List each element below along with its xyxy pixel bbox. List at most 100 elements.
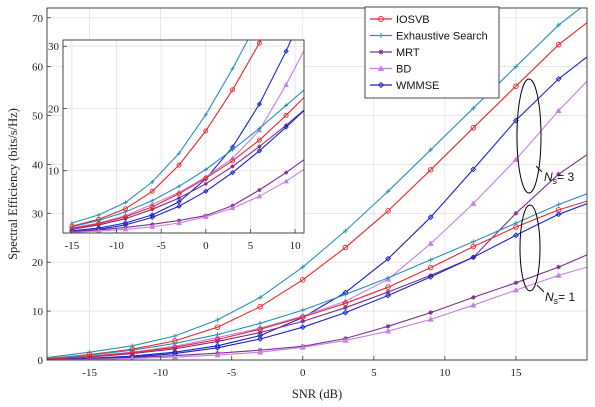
data-point <box>283 124 289 130</box>
x-tick-label: -15 <box>65 240 80 252</box>
y-tick-label: 0 <box>38 355 44 367</box>
data-point <box>96 212 101 217</box>
data-point <box>69 229 75 233</box>
series-line <box>71 109 304 233</box>
data-point <box>428 310 433 315</box>
data-point <box>257 330 263 335</box>
data-point <box>427 264 434 271</box>
legend-label: BD <box>396 64 411 76</box>
y-tick-label: 10 <box>32 306 44 318</box>
series-line <box>71 96 304 230</box>
data-point <box>149 204 155 210</box>
data-point <box>427 316 434 322</box>
y-tick-label: 10 <box>48 166 60 178</box>
data-point <box>230 164 235 169</box>
x-axis-label: SNR (dB) <box>292 387 342 401</box>
series-bd-ns1 <box>69 168 304 233</box>
data-point <box>385 292 391 299</box>
x-tick-label: 15 <box>510 367 522 379</box>
data-point <box>176 162 182 168</box>
data-point <box>257 321 263 326</box>
y-tick-label: 70 <box>32 13 44 25</box>
x-tick-label: 10 <box>290 240 302 252</box>
data-point <box>256 193 263 199</box>
data-point <box>284 170 289 175</box>
data-point <box>214 351 221 358</box>
data-point <box>513 224 519 230</box>
series-line <box>47 193 587 360</box>
series-line <box>71 89 304 228</box>
data-point <box>384 327 392 334</box>
series-line <box>47 56 587 360</box>
data-point <box>256 148 263 154</box>
data-point <box>428 273 433 278</box>
data-point <box>470 243 477 250</box>
x-tick-label: 5 <box>371 367 377 379</box>
data-point <box>513 64 519 69</box>
data-point <box>215 317 220 323</box>
data-point <box>230 66 235 71</box>
ns3-group-ellipse <box>516 78 542 194</box>
x-tick-label: -10 <box>153 367 168 379</box>
data-point <box>150 198 155 203</box>
data-point <box>171 353 178 360</box>
series-line <box>71 168 304 233</box>
data-point <box>122 226 129 232</box>
data-point <box>129 355 135 360</box>
data-point <box>230 158 236 164</box>
ns3-annotation: Ns= 3 <box>544 170 575 186</box>
data-point <box>203 181 208 186</box>
series-iosvb-ns3 <box>47 22 587 360</box>
series-line <box>47 8 582 359</box>
data-point <box>203 175 209 181</box>
data-point <box>215 332 220 337</box>
data-point <box>203 128 209 134</box>
data-point <box>513 232 519 239</box>
main-series <box>47 8 587 360</box>
data-point <box>257 332 264 339</box>
data-point <box>555 211 562 218</box>
legend-item-bd: BD <box>370 64 411 76</box>
data-point <box>342 244 349 251</box>
data-point <box>177 151 182 156</box>
series-iosvb-ns1 <box>69 96 304 232</box>
data-point <box>123 200 128 205</box>
data-point <box>385 275 391 281</box>
data-point <box>555 41 562 48</box>
data-point <box>471 295 476 300</box>
x-tick-label: -10 <box>109 240 124 252</box>
legend-marker <box>378 16 384 22</box>
y-tick-label: 20 <box>32 257 44 269</box>
inset-series <box>69 40 304 233</box>
data-point <box>123 209 128 214</box>
series-line <box>47 22 587 360</box>
data-point <box>343 228 348 234</box>
main-axes-frame <box>46 7 588 361</box>
y-axis-label: Spectral Efficiency (bits/s/Hz) <box>6 108 20 260</box>
data-point <box>428 147 433 153</box>
series-wmmse-ns1 <box>69 109 304 233</box>
data-point <box>555 75 562 82</box>
data-point <box>283 48 289 54</box>
data-point <box>342 337 349 343</box>
data-point <box>342 309 349 316</box>
data-point <box>257 336 264 342</box>
data-point <box>230 87 236 93</box>
x-tick-label: 0 <box>203 240 209 252</box>
data-point <box>555 272 562 278</box>
data-point <box>283 112 289 118</box>
data-point <box>300 319 306 324</box>
series-line <box>47 80 587 360</box>
x-tick-label: -15 <box>82 367 97 379</box>
data-point <box>257 303 263 310</box>
series-line <box>47 200 587 360</box>
data-point <box>300 307 306 313</box>
data-point <box>555 107 562 113</box>
data-point <box>385 284 391 290</box>
legend-label: IOSVB <box>396 14 430 26</box>
data-point <box>257 126 262 131</box>
data-point <box>256 137 262 143</box>
y-tick-label: 30 <box>32 208 44 220</box>
data-point <box>214 336 221 343</box>
